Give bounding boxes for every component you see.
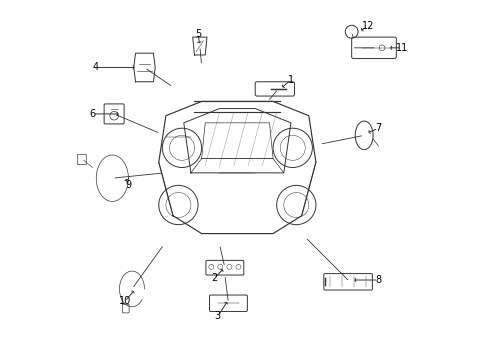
Text: 6: 6 xyxy=(89,109,96,119)
Text: 4: 4 xyxy=(92,63,98,72)
Text: 3: 3 xyxy=(214,311,220,321)
Text: 2: 2 xyxy=(211,273,217,283)
Text: 1: 1 xyxy=(287,75,293,85)
Text: 10: 10 xyxy=(119,296,131,306)
Text: 9: 9 xyxy=(125,180,131,190)
Text: 8: 8 xyxy=(375,275,381,285)
Text: 7: 7 xyxy=(375,123,381,133)
Text: 5: 5 xyxy=(195,28,201,39)
Text: 12: 12 xyxy=(361,21,373,31)
Text: 11: 11 xyxy=(395,43,407,53)
